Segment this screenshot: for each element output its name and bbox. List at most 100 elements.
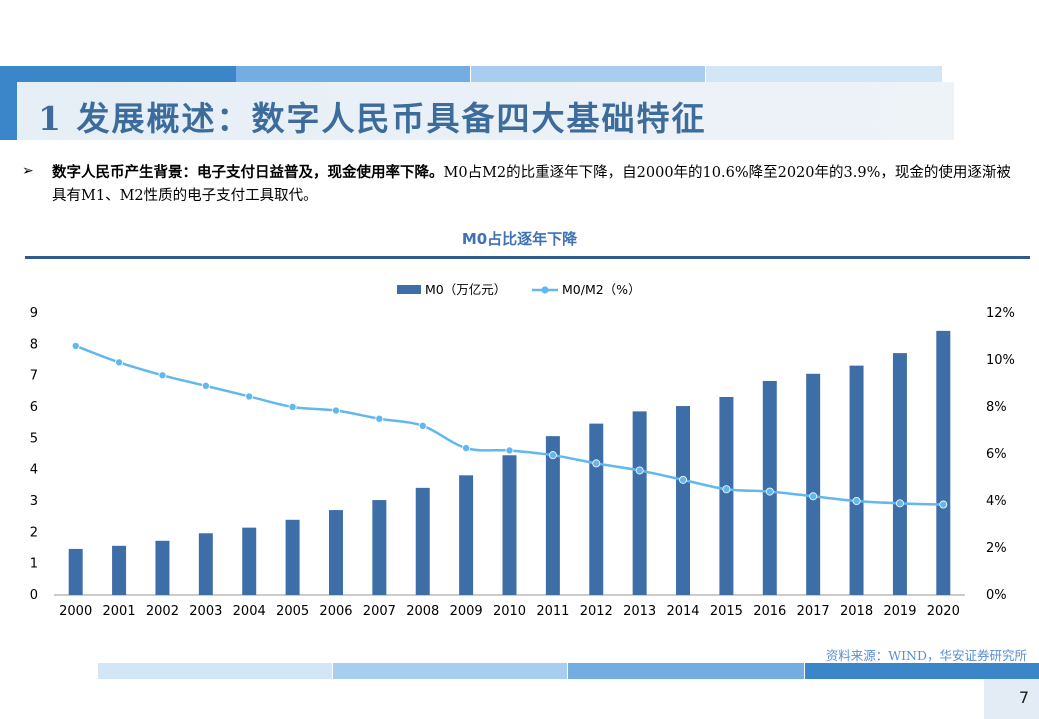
- bar: [328, 510, 343, 595]
- legend: M0（万亿元） M0/M2（%）: [397, 282, 641, 297]
- x-tick-label: 2001: [103, 604, 136, 619]
- x-tick-label: 2009: [450, 604, 483, 619]
- line-point: [635, 466, 644, 475]
- bar: [849, 365, 864, 595]
- x-tick-label: 2006: [319, 604, 352, 619]
- line-point: [158, 371, 167, 380]
- x-tick-label: 2002: [146, 604, 179, 619]
- line-point: [418, 421, 427, 430]
- line-point: [375, 414, 384, 423]
- x-tick-label: 2004: [233, 604, 266, 619]
- header-band-4: [706, 66, 942, 82]
- intro-text: M0占M2的比重逐年下降，自2000年的10.6%降至2020年的3.9%，现金…: [52, 165, 1011, 204]
- y-left-tick-label: 1: [30, 557, 38, 572]
- bar: [806, 373, 821, 595]
- bar: [155, 540, 170, 595]
- line-point: [895, 499, 904, 508]
- header-band-2: [236, 66, 470, 82]
- legend-swatch-marker: [541, 286, 549, 294]
- bar: [676, 406, 691, 595]
- x-tick-label: 2010: [493, 604, 526, 619]
- y-left-tick-label: 6: [30, 400, 38, 415]
- legend-swatch-bar: [397, 285, 421, 294]
- bar: [242, 527, 257, 595]
- header-band-3: [471, 66, 705, 82]
- bar: [198, 533, 213, 595]
- x-tick-label: 2017: [797, 604, 830, 619]
- y-left-tick-label: 2: [30, 525, 38, 540]
- y-right-tick-label: 2%: [986, 541, 1007, 556]
- chart-title: M0占比逐年下降: [461, 230, 578, 248]
- y-left-tick-label: 3: [30, 494, 38, 509]
- header-left-bar: [0, 82, 17, 140]
- footer-band-3: [568, 663, 804, 679]
- bar: [632, 411, 647, 595]
- legend-label-line: M0/M2（%）: [562, 282, 641, 297]
- bar: [502, 455, 517, 595]
- bar: [68, 548, 83, 595]
- x-tick-label: 2018: [840, 604, 873, 619]
- x-tick-label: 2016: [753, 604, 786, 619]
- x-tick-label: 2014: [666, 604, 699, 619]
- source-note: 资料来源：WIND，华安证券研究所: [825, 648, 1027, 663]
- bar: [285, 519, 300, 595]
- x-tick-label: 2007: [363, 604, 396, 619]
- y-right-tick-label: 0%: [986, 588, 1007, 603]
- line-point: [592, 459, 601, 468]
- x-tick-label: 2011: [536, 604, 569, 619]
- x-tick-label: 2019: [883, 604, 916, 619]
- x-tick-label: 2020: [927, 604, 960, 619]
- bar: [112, 545, 127, 595]
- x-tick-label: 2000: [59, 604, 92, 619]
- line-point: [245, 392, 254, 401]
- bar: [459, 475, 474, 595]
- footer-band-4: [805, 663, 1039, 679]
- line-point: [722, 485, 731, 494]
- bar: [719, 396, 734, 595]
- legend-label-bar: M0（万亿元）: [425, 282, 506, 297]
- x-tick-label: 2013: [623, 604, 656, 619]
- axes: 0 1 2 3 4 5 6 7 8 9 0% 2% 4% 6% 8% 10% 12% 2000 2001 2002 20…: [30, 306, 1015, 619]
- line-point: [331, 406, 340, 415]
- line-point: [505, 446, 514, 455]
- line-point: [679, 475, 688, 484]
- bar: [415, 487, 430, 595]
- y-right-tick-label: 4%: [986, 494, 1007, 509]
- y-left-tick-label: 4: [30, 463, 38, 478]
- line-point: [765, 487, 774, 496]
- y-left-tick-label: 9: [30, 306, 38, 321]
- y-left-tick-label: 8: [30, 337, 38, 352]
- line-point: [115, 358, 124, 367]
- header-band-1: [0, 66, 236, 82]
- x-tick-label: 2015: [710, 604, 743, 619]
- bullet-arrow-icon: ➢: [22, 163, 34, 179]
- line-point: [809, 492, 818, 501]
- line-point: [852, 496, 861, 505]
- line-point: [201, 381, 210, 390]
- bar-series: [68, 330, 951, 595]
- bar: [936, 330, 951, 595]
- header-title-bg: [17, 82, 954, 140]
- bar: [589, 423, 604, 595]
- bar: [545, 436, 560, 595]
- y-right-tick-label: 12%: [986, 306, 1015, 321]
- line-series: [71, 341, 948, 509]
- y-left-tick-label: 0: [30, 588, 38, 603]
- bar: [372, 500, 387, 595]
- footer-band-2: [333, 663, 567, 679]
- y-left-tick-label: 7: [30, 369, 38, 384]
- x-tick-label: 2003: [189, 604, 222, 619]
- y-left-tick-label: 5: [30, 431, 38, 446]
- bar: [892, 353, 907, 595]
- chart-title-rule: [25, 256, 1030, 259]
- page-title: 1 发展概述：数字人民币具备四大基础特征: [38, 99, 707, 138]
- intro-paragraph: 数字人民币产生背景：电子支付日益普及，现金使用率下降。M0占M2的比重逐年下降，…: [52, 161, 1012, 208]
- x-tick-label: 2012: [580, 604, 613, 619]
- line-point: [939, 500, 948, 509]
- x-tick-label: 2008: [406, 604, 439, 619]
- line-point: [462, 444, 471, 453]
- page-number-box: [984, 679, 1039, 719]
- y-right-tick-label: 6%: [986, 447, 1007, 462]
- y-right-tick-label: 8%: [986, 400, 1007, 415]
- line-point: [288, 402, 297, 411]
